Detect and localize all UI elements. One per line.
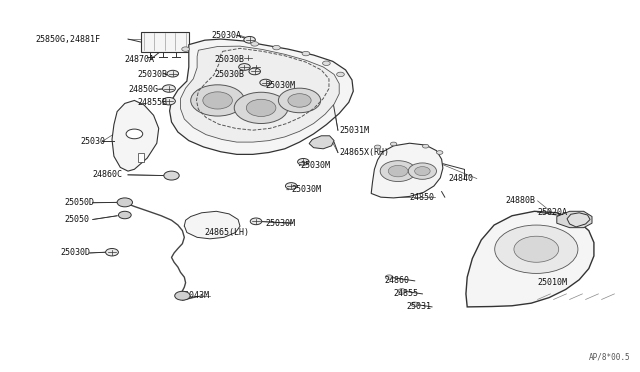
Text: 24855: 24855 [394,289,419,298]
Text: 25030M: 25030M [301,161,331,170]
Circle shape [260,79,271,86]
Circle shape [411,302,419,307]
Polygon shape [180,46,339,142]
Circle shape [408,163,436,179]
Circle shape [250,64,262,70]
Circle shape [244,36,255,43]
Circle shape [249,68,260,75]
Text: 24860C: 24860C [93,170,123,179]
Circle shape [415,167,430,176]
Text: 25850G,24881F: 25850G,24881F [35,35,100,44]
Polygon shape [112,100,159,171]
Circle shape [118,211,131,219]
Circle shape [422,144,429,148]
Polygon shape [309,136,334,149]
Polygon shape [184,211,240,239]
Circle shape [163,85,175,92]
Text: 25030M: 25030M [291,185,321,194]
Text: 24870A: 24870A [125,55,155,64]
Text: 25050D: 25050D [64,198,94,207]
Text: 25030: 25030 [80,137,105,146]
Circle shape [398,289,406,293]
Circle shape [337,72,344,77]
Polygon shape [138,153,144,162]
Text: 24865(LH): 24865(LH) [205,228,250,237]
Circle shape [495,225,578,273]
Text: 24865X(RH): 24865X(RH) [339,148,389,157]
Circle shape [374,145,381,149]
Circle shape [239,64,250,70]
Circle shape [246,99,276,116]
FancyBboxPatch shape [141,32,189,52]
Circle shape [163,97,175,105]
Text: 24850: 24850 [410,193,435,202]
Text: 25020A: 25020A [538,208,568,217]
Text: 24850G: 24850G [128,85,158,94]
Circle shape [436,151,443,154]
Text: 25030B: 25030B [214,70,244,79]
Circle shape [191,85,244,116]
Circle shape [388,166,408,177]
Circle shape [514,236,559,262]
Text: 25031M: 25031M [339,126,369,135]
Circle shape [242,54,253,61]
Circle shape [288,94,311,107]
Circle shape [385,275,393,279]
Text: 24855B: 24855B [138,98,168,107]
Circle shape [175,291,190,300]
Circle shape [106,248,118,256]
Text: AP/8*00.5: AP/8*00.5 [589,353,630,362]
Text: 25030A: 25030A [211,31,241,40]
Text: 25030D: 25030D [61,248,91,257]
Text: 25043M: 25043M [179,291,209,300]
Circle shape [380,161,416,182]
Polygon shape [371,143,443,198]
Circle shape [298,158,309,165]
Circle shape [250,218,262,225]
Polygon shape [557,211,592,228]
Circle shape [323,61,330,65]
Text: 24880B: 24880B [506,196,536,205]
Text: 24840: 24840 [448,174,473,183]
Polygon shape [170,39,353,154]
Circle shape [390,142,397,146]
Circle shape [234,92,288,124]
Text: 25030M: 25030M [266,81,296,90]
Circle shape [182,47,189,51]
Circle shape [251,42,259,46]
Circle shape [164,171,179,180]
Circle shape [285,183,297,189]
Circle shape [273,45,280,50]
Circle shape [126,129,143,139]
Circle shape [302,51,310,56]
Text: 24860: 24860 [384,276,409,285]
Circle shape [203,92,232,109]
Text: 25030M: 25030M [266,219,296,228]
Text: 25010M: 25010M [538,278,568,287]
Polygon shape [466,211,594,307]
Text: 25050: 25050 [64,215,89,224]
Text: 25030B: 25030B [214,55,244,64]
Circle shape [278,88,321,113]
Text: 25031: 25031 [406,302,431,311]
Text: 25030B: 25030B [138,70,168,79]
Polygon shape [567,213,590,227]
Circle shape [167,70,179,77]
Circle shape [117,198,132,207]
